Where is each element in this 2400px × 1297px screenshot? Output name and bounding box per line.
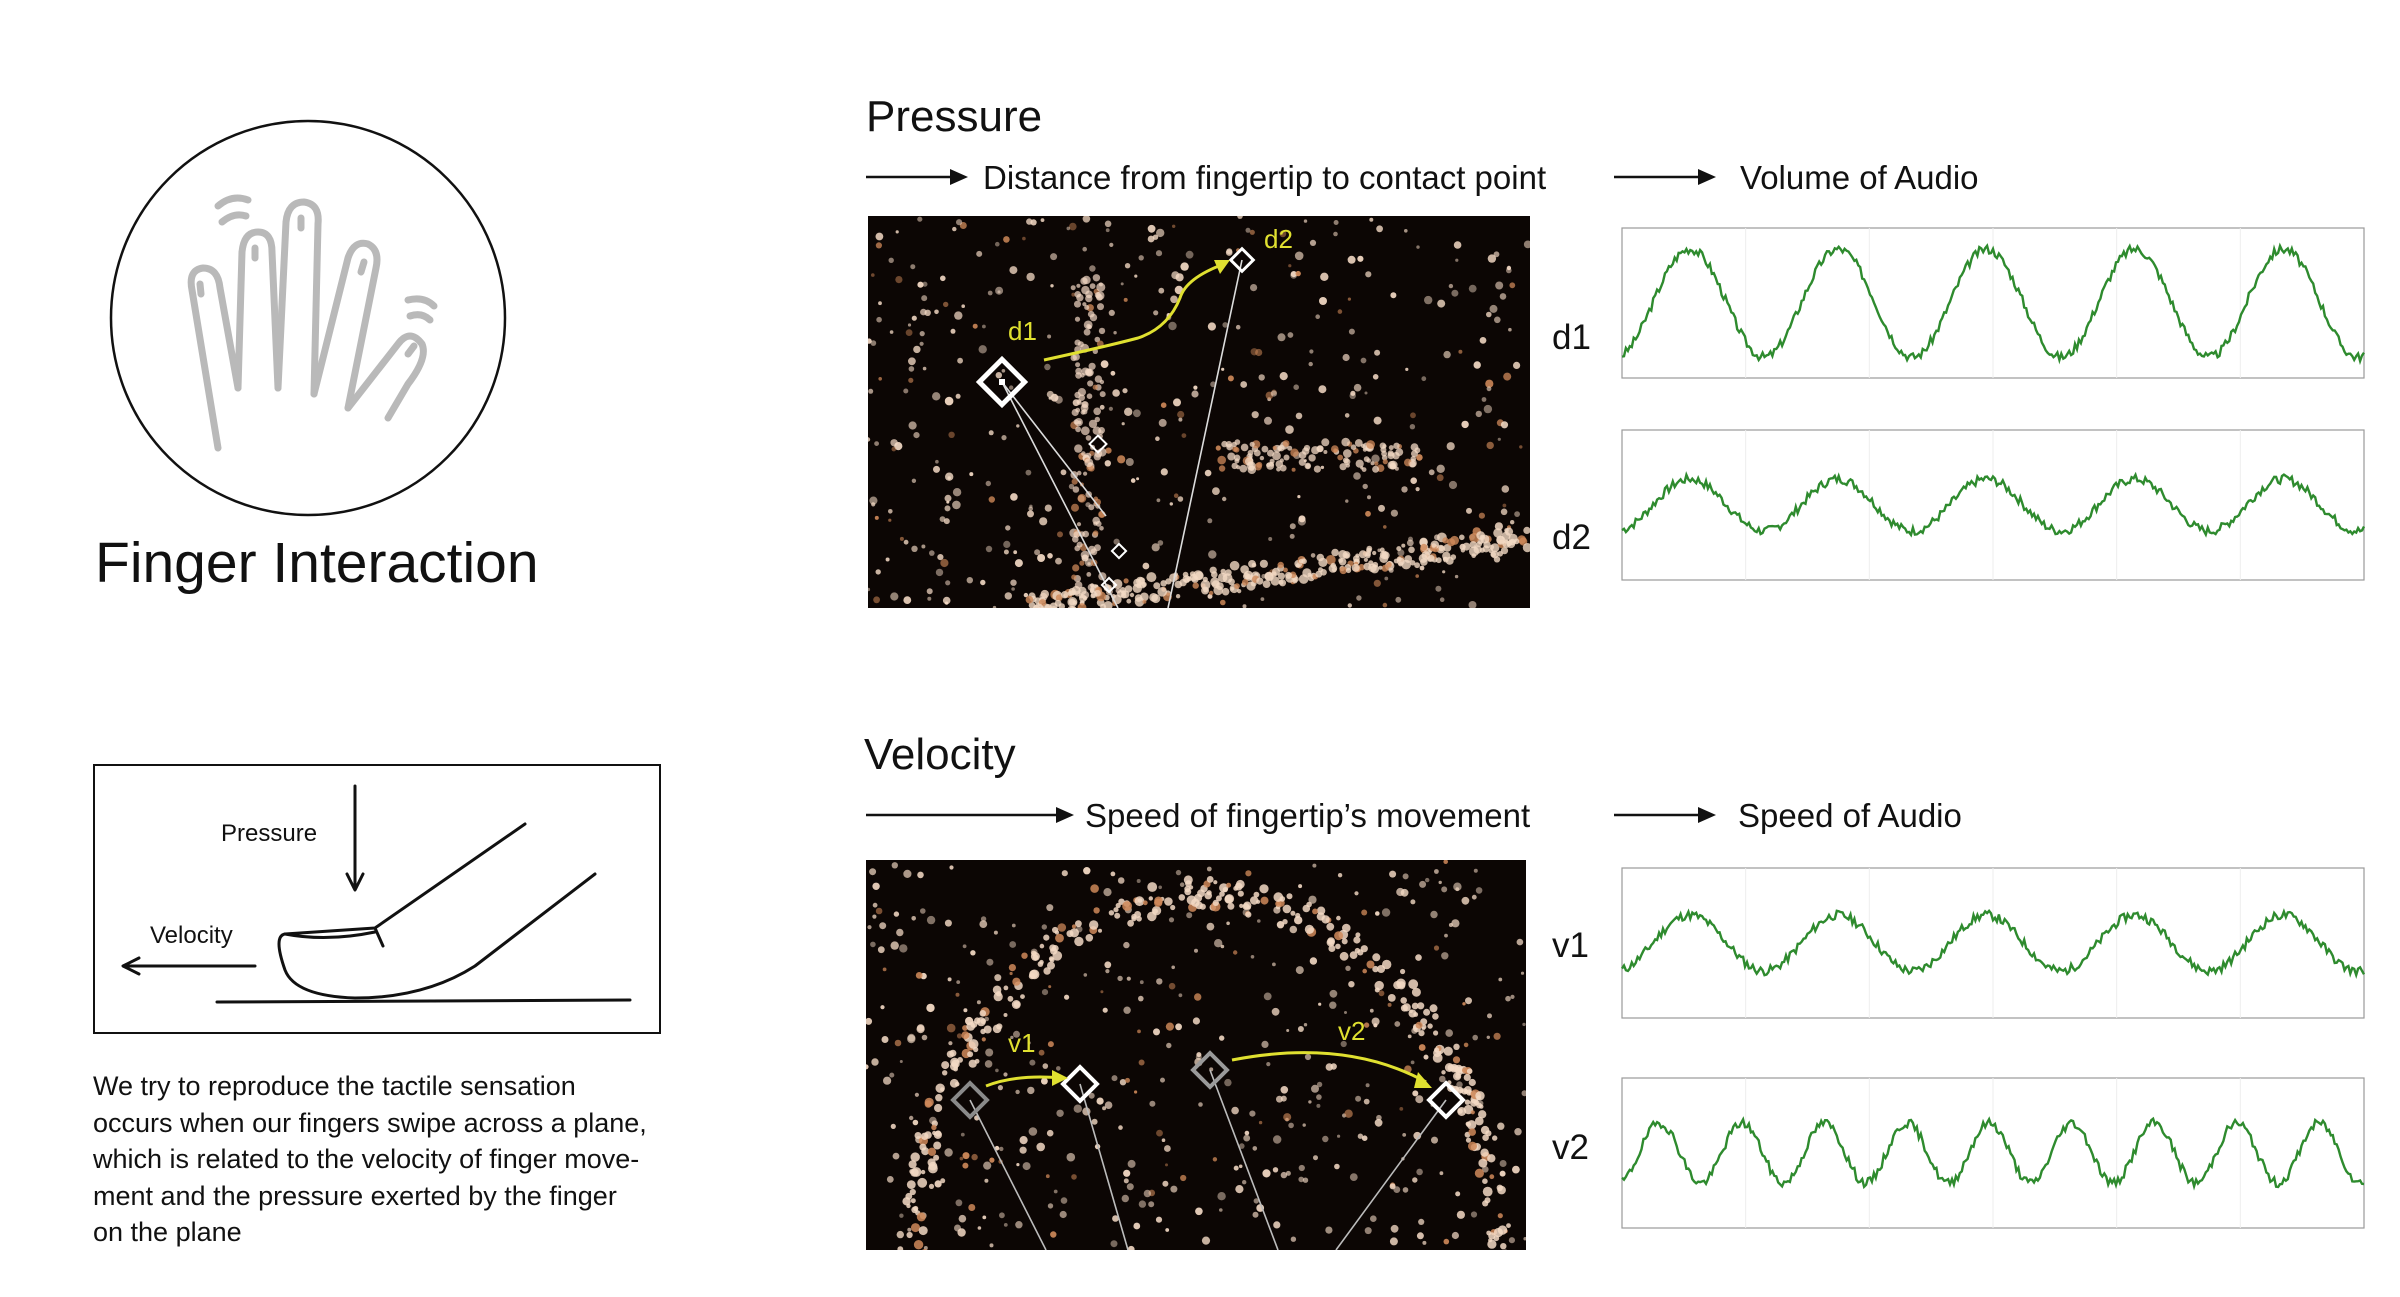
waveform-plot-d2 xyxy=(1600,420,2370,606)
waveform-plot-d1 xyxy=(1600,218,2370,404)
sketch-pressure-label: Pressure xyxy=(221,820,318,847)
velocity-photo-label-v1: v1 xyxy=(1008,1028,1036,1058)
velocity-photo-label-v2: v2 xyxy=(1338,1016,1366,1046)
waveform-plot-v2 xyxy=(1600,1068,2370,1254)
velocity-title: Velocity xyxy=(864,730,1016,779)
description-line: on the plane xyxy=(93,1217,242,1247)
velocity-output-arrow xyxy=(1614,807,1716,823)
pressure-photo-label-d2: d2 xyxy=(1264,224,1293,254)
plot-label-d1: d1 xyxy=(1552,318,1591,357)
waveform-plot-v1 xyxy=(1600,858,2370,1044)
velocity-input-label: Speed of fingertip’s movement xyxy=(1085,797,1531,834)
velocity-output-label: Speed of Audio xyxy=(1738,797,1962,834)
pressure-input-arrow xyxy=(866,169,968,185)
sketch-velocity-label: Velocity xyxy=(150,922,233,949)
pressure-output-label: Volume of Audio xyxy=(1740,159,1979,196)
finger-sketch: Pressure Velocity xyxy=(93,764,661,1034)
pressure-output-arrow xyxy=(1614,169,1716,185)
description-line: We try to reproduce the tactile sensatio… xyxy=(93,1071,576,1101)
description-line: which is related to the velocity of fing… xyxy=(93,1144,640,1174)
description-line: ment and the pressure exerted by the fin… xyxy=(93,1180,617,1211)
pressure-title: Pressure xyxy=(866,92,1043,141)
plot-label-d2: d2 xyxy=(1552,518,1591,557)
hand-fingers-icon xyxy=(109,119,507,517)
velocity-input-arrow xyxy=(866,807,1074,823)
velocity-particle-photo: v1 v2 xyxy=(866,860,1526,1250)
pressure-particle-photo: d1 d2 xyxy=(868,216,1530,608)
plot-label-v1: v1 xyxy=(1552,926,1589,965)
description: We try to reproduce the tactile sensatio… xyxy=(93,1068,693,1251)
plot-label-v2: v2 xyxy=(1552,1128,1589,1167)
pressure-input-label: Distance from fingertip to contact point xyxy=(983,159,1547,196)
description-line: occurs when our fingers swipe across a p… xyxy=(93,1107,647,1138)
pressure-photo-label-d1: d1 xyxy=(1008,316,1037,346)
finger-interaction-title: Finger Interaction xyxy=(95,531,539,595)
